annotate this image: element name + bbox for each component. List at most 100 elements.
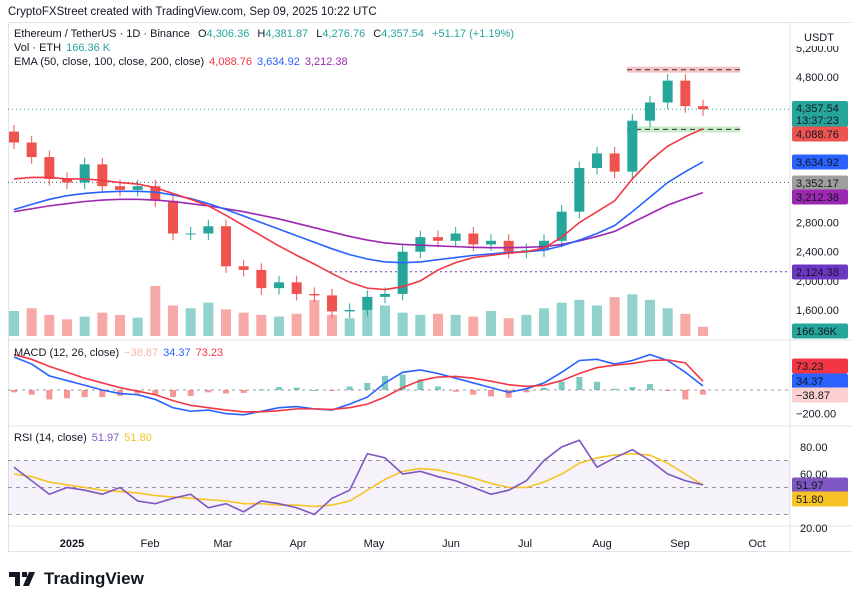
legend-volume-row: Vol · ETH 166.36 K (14, 42, 115, 54)
volume-bar (9, 311, 19, 336)
rsi-line (13, 439, 704, 516)
volume-bar (203, 302, 214, 336)
volume-bar (274, 316, 284, 336)
candle[interactable] (291, 282, 302, 294)
symbol-name[interactable]: Ethereum / TetherUS · 1D · Binance (14, 28, 190, 40)
candle[interactable] (556, 211, 567, 241)
candle[interactable] (468, 233, 479, 245)
high-value: 4,381.87 (265, 28, 309, 40)
macd-histogram-bar (488, 390, 494, 397)
candle[interactable] (609, 153, 620, 172)
ema100-badge: 3,634.92 (796, 157, 839, 169)
ema50-badge: 4,088.76 (796, 129, 839, 141)
ema100-value: 3,634.92 (256, 56, 300, 68)
candle[interactable] (150, 186, 161, 201)
legend-rsi-row: RSI (14, close) 51.97 51.80 (14, 432, 157, 444)
candle[interactable] (203, 226, 214, 234)
macd-histogram-bar (46, 390, 53, 400)
legend-ema-row: EMA (50, close, 100, close, 200, close) 4… (14, 56, 353, 68)
volume-bar (397, 312, 408, 336)
candle[interactable] (645, 102, 655, 121)
time-tick-label: Feb (141, 538, 160, 550)
rsi-badge: 51.97 (796, 480, 824, 492)
candle[interactable] (256, 269, 267, 289)
macd-histogram-bar (99, 390, 106, 398)
rsi-label[interactable]: RSI (14, close) (14, 432, 87, 444)
candle[interactable] (115, 186, 125, 190)
volume-bar (327, 314, 337, 336)
macd-histogram-bar (205, 390, 212, 393)
macd-histogram-bar (240, 390, 247, 393)
candle[interactable] (450, 233, 461, 241)
candle[interactable] (574, 168, 585, 212)
candle[interactable] (168, 200, 178, 234)
rsi-value: 51.97 (91, 432, 120, 444)
macd-histogram-bar (293, 387, 300, 390)
ema-label[interactable]: EMA (50, close, 100, close, 200, close) (14, 56, 205, 68)
ema50-value: 4,088.76 (209, 56, 252, 68)
volume-bar (450, 314, 461, 336)
currency-label[interactable]: USDT (804, 32, 834, 44)
volume-bar (97, 312, 108, 336)
macd-histogram-bar (170, 390, 176, 398)
close-label: C (373, 28, 382, 40)
macd-hist-badge: −38.87 (796, 390, 830, 402)
candle[interactable] (433, 237, 443, 241)
candle[interactable] (44, 157, 55, 179)
candle[interactable] (274, 282, 284, 289)
macd-line (13, 353, 704, 416)
candle[interactable] (627, 120, 638, 172)
time-tick-label: Jul (518, 538, 532, 550)
level-high-badge: 3,352.17 (796, 178, 839, 190)
candle[interactable] (97, 164, 108, 187)
macd-histogram-bar (541, 387, 547, 390)
macd-signal-badge: 73.23 (796, 361, 824, 373)
high-label: H (257, 28, 266, 40)
macd-histogram-bar (611, 388, 618, 390)
volume-bar (609, 297, 620, 336)
candle[interactable] (185, 233, 196, 235)
candle[interactable] (486, 240, 496, 245)
candle[interactable] (698, 106, 708, 110)
candle[interactable] (344, 309, 355, 312)
ema200-badge: 3,212.38 (796, 192, 839, 204)
legend-symbol-row: Ethereum / TetherUS · 1D · Binance O4,30… (14, 28, 519, 40)
time-tick-label: Aug (592, 538, 612, 550)
candle[interactable] (397, 251, 408, 294)
price-badge: 4,357.54 (796, 103, 839, 115)
candle[interactable] (680, 80, 691, 107)
macd-histogram-bar (11, 390, 17, 393)
candle[interactable] (221, 226, 231, 267)
candle[interactable] (380, 293, 390, 297)
candle[interactable] (309, 293, 320, 296)
candle[interactable] (503, 240, 514, 252)
volume-label[interactable]: Vol · ETH (14, 42, 62, 54)
candle[interactable] (539, 240, 549, 251)
low-value: 4,276.76 (322, 28, 366, 40)
candle[interactable] (79, 164, 90, 183)
candle[interactable] (238, 266, 249, 270)
candle[interactable] (132, 186, 143, 190)
candle[interactable] (9, 131, 19, 143)
volume-bar (698, 326, 708, 336)
candle[interactable] (592, 153, 602, 168)
macd-histogram-bar (523, 390, 530, 393)
volume-bar (521, 314, 532, 336)
rsi-tick-label: 20.00 (800, 523, 828, 535)
tradingview-logo[interactable]: TradingView (9, 569, 144, 589)
volume-bar (291, 313, 302, 336)
level-high-badge-bg (792, 175, 848, 191)
volume-bar (503, 318, 514, 336)
candle[interactable] (62, 178, 72, 183)
macd-histogram-bar (311, 390, 318, 391)
candle[interactable] (26, 142, 37, 158)
macd-histogram-bar (346, 386, 353, 390)
candle[interactable] (327, 295, 337, 312)
volume-badge-bg (792, 323, 848, 339)
macd-label[interactable]: MACD (12, 26, close) (14, 347, 120, 359)
candle[interactable] (662, 80, 673, 103)
volume-bar (415, 314, 426, 336)
candle[interactable] (362, 296, 373, 310)
volume-bar (309, 299, 320, 336)
